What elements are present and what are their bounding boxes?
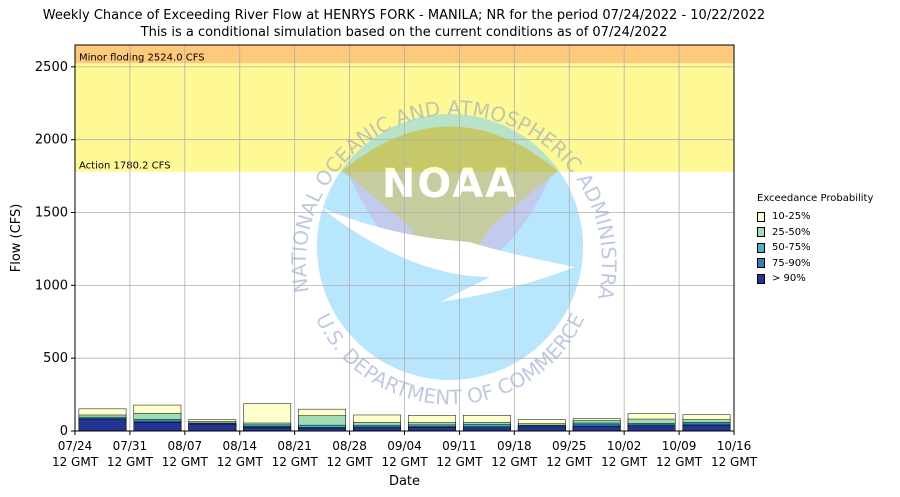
x-tick-label-time: 12 GMT	[711, 455, 758, 469]
legend: Exceedance Probability 10-25% 25-50% 50-…	[757, 193, 873, 287]
y-tick-label: 1500	[35, 206, 68, 221]
legend-swatch	[757, 211, 765, 222]
x-tick-label-date: 09/18	[497, 439, 532, 453]
x-tick-label-time: 12 GMT	[217, 455, 264, 469]
bar-5-week-4	[243, 427, 292, 432]
watermark-bird	[320, 207, 575, 302]
watermark-logo-text: NOAA	[382, 161, 518, 207]
bar-5-week-10	[572, 426, 621, 432]
legend-entry: > 90%	[757, 271, 873, 287]
x-tick-label-date: 10/02	[607, 439, 642, 453]
x-tick-label-date: 07/24	[58, 439, 93, 453]
bar-5-week-2	[133, 422, 182, 432]
action-label: Action 1780.2 CFS	[79, 161, 171, 172]
legend-swatch	[757, 273, 765, 284]
legend-swatch	[757, 227, 765, 238]
x-tick-label-time: 12 GMT	[601, 455, 648, 469]
x-tick-label-date: 08/14	[222, 439, 257, 453]
x-tick-label-time: 12 GMT	[381, 455, 428, 469]
x-tick-label-time: 12 GMT	[107, 455, 154, 469]
x-tick-label-time: 12 GMT	[436, 455, 483, 469]
legend-label: 75-90%	[772, 257, 811, 269]
x-tick-label-date: 10/09	[662, 439, 697, 453]
bar-5-week-12	[682, 424, 731, 432]
chart-title: Weekly Chance of Exceeding River Flow at…	[42, 8, 766, 23]
legend-entry: 75-90%	[757, 256, 873, 272]
bars	[78, 403, 731, 432]
minor-flood-label: Minor floding 2524.0 CFS	[79, 52, 205, 63]
legend-swatch	[757, 258, 765, 269]
y-tick-label: 0	[60, 424, 68, 439]
legend-label: 25-50%	[772, 226, 811, 238]
x-axis-label: Date	[389, 474, 420, 489]
y-tick-label: 2500	[35, 60, 68, 75]
bar-5-week-1	[78, 418, 127, 432]
legend-label: 50-75%	[772, 242, 811, 254]
watermark-top-shape	[342, 126, 558, 267]
legend-title: Exceedance Probability	[757, 193, 874, 204]
x-tick-label-time: 12 GMT	[546, 455, 593, 469]
legend-label: > 90%	[772, 273, 806, 285]
legend-entry: 10-25%	[757, 209, 873, 225]
bar-5-week-9	[517, 426, 566, 432]
x-tick-label-time: 12 GMT	[52, 455, 99, 469]
x-tick-label-time: 12 GMT	[327, 455, 374, 469]
y-tick-label: 1000	[35, 278, 68, 293]
y-axis-label: Flow (CFS)	[9, 204, 24, 273]
x-tick-label-time: 12 GMT	[656, 455, 703, 469]
bar-5-week-11	[627, 425, 676, 432]
x-tick-label-date: 09/11	[442, 439, 477, 453]
legend-label: 10-25%	[772, 211, 811, 223]
x-tick-label-time: 12 GMT	[162, 455, 209, 469]
x-tick-label-date: 08/07	[168, 439, 203, 453]
x-tick-label-date: 10/16	[717, 439, 752, 453]
x-tick-label-date: 07/31	[113, 439, 148, 453]
x-tick-label-date: 08/28	[332, 439, 367, 453]
axes: 0 500 1000 1500 2000 2500 07/24 12 GMT 07/31 12 G…	[9, 44, 758, 489]
legend-entry: 25-50%	[757, 225, 873, 241]
bar-5-week-7	[408, 427, 456, 432]
x-tick-label-time: 12 GMT	[491, 455, 538, 469]
y-tick-label: 500	[43, 351, 68, 366]
grid	[74, 45, 735, 432]
x-tick-label-date: 08/21	[277, 439, 312, 453]
y-tick-label: 2000	[35, 133, 68, 148]
x-tick-label-date: 09/25	[552, 439, 587, 453]
chart-subtitle: This is a conditional simulation based o…	[140, 25, 668, 40]
x-tick-label-time: 12 GMT	[272, 455, 319, 469]
bar-5-week-3	[188, 424, 237, 432]
x-tick-label-date: 09/04	[387, 439, 422, 453]
legend-swatch	[757, 242, 765, 253]
legend-entry: 50-75%	[757, 240, 873, 256]
